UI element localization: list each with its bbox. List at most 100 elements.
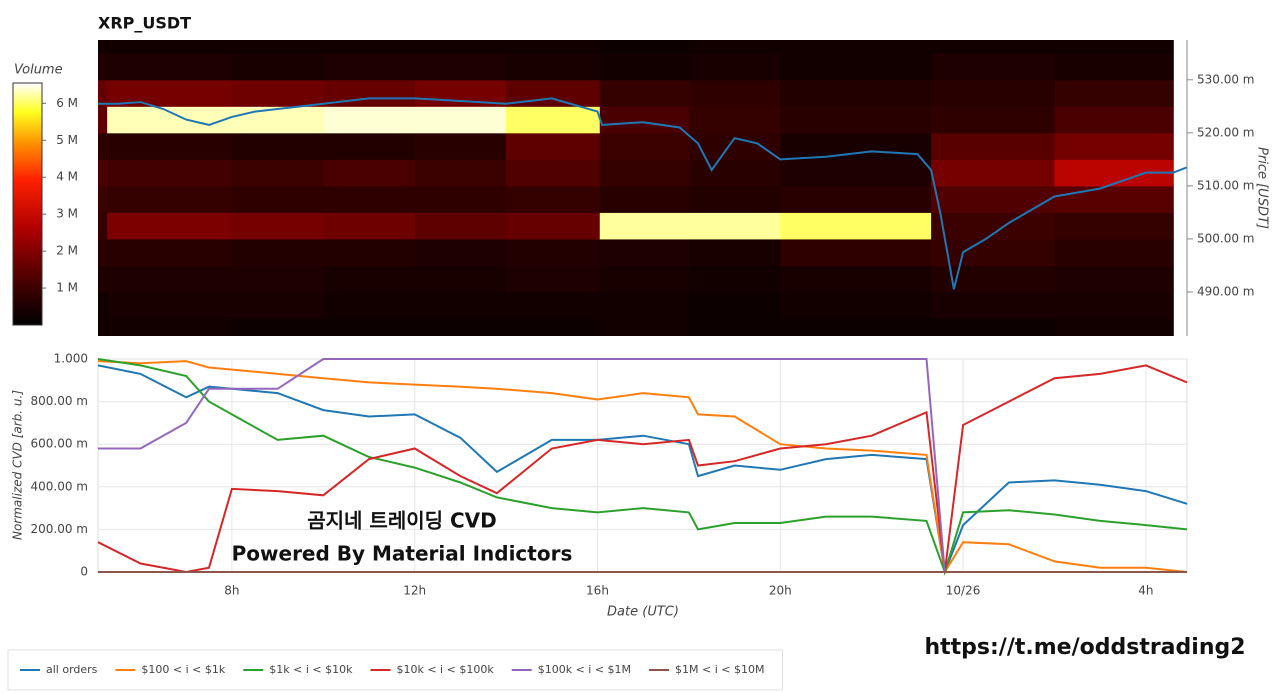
- heatmap-cell: [506, 212, 601, 240]
- heatmap-cell: [414, 106, 507, 134]
- y-axis-label: Normalized CVD [arb. u.]: [11, 390, 25, 540]
- heatmap-cell: [1054, 79, 1174, 107]
- heatmap-cell: [688, 132, 781, 160]
- heatmap-cell: [780, 40, 932, 54]
- heatmap-cell: [98, 185, 108, 213]
- heatmap-cell: [414, 291, 507, 319]
- y-tick-label: 530.00 m: [1197, 72, 1255, 86]
- heatmap-cell: [414, 159, 507, 187]
- x-tick-label: 12h: [403, 584, 426, 598]
- y-tick-label: 600.00 m: [31, 437, 89, 451]
- heatmap-cell: [98, 132, 108, 160]
- heatmap-cell: [1054, 106, 1174, 134]
- heatmap-cell: [931, 106, 1055, 134]
- cvd-line: [97, 364, 1188, 576]
- heatmap-cell: [780, 265, 932, 293]
- heatmap-cell: [98, 53, 108, 81]
- heatmap-cell: [107, 318, 233, 336]
- heatmap-cell: [414, 212, 507, 240]
- colorbar-tick-label: 4 M: [56, 170, 78, 184]
- heatmap-cell: [231, 318, 324, 336]
- heatmap-cell: [780, 212, 932, 240]
- heatmap-cell: [506, 132, 601, 160]
- legend-label: $1k < i < $10k: [269, 663, 353, 676]
- heatmap-cell: [599, 159, 690, 187]
- legend-label: $1M < i < $10M: [675, 663, 764, 676]
- x-tick-label: 16h: [586, 584, 609, 598]
- heatmap-cell: [599, 318, 690, 336]
- heatmap-cell: [107, 53, 233, 81]
- heatmap-cell: [506, 40, 601, 54]
- heatmap-cell: [599, 238, 690, 266]
- heatmap-cell: [688, 79, 781, 107]
- heatmap-cell: [688, 238, 781, 266]
- y-tick-label: 500.00 m: [1197, 231, 1255, 245]
- heatmap-cell: [780, 53, 932, 81]
- heatmap-cell: [107, 132, 233, 160]
- heatmap-cell: [599, 40, 690, 54]
- heatmap-cell: [1054, 132, 1174, 160]
- heatmap-cell: [931, 159, 1055, 187]
- heatmap-cell: [1054, 318, 1174, 336]
- heatmap-cell: [1054, 53, 1174, 81]
- cvd-line: [97, 360, 1188, 575]
- colorbar: [12, 82, 43, 326]
- x-tick-label: 10/26: [946, 584, 981, 598]
- y-tick-label: 490.00 m: [1197, 284, 1255, 298]
- heatmap-cell: [931, 212, 1055, 240]
- heatmap-cell: [599, 132, 690, 160]
- heatmap-cell: [107, 106, 233, 134]
- heatmap-cell: [98, 79, 108, 107]
- heatmap-cell: [780, 79, 932, 107]
- heatmap-cell: [931, 40, 1055, 54]
- cvd-line: [97, 358, 1188, 576]
- heatmap-cell: [98, 159, 108, 187]
- heatmap-cell: [323, 265, 416, 293]
- price-line: [98, 97, 1187, 290]
- heatmap-cell: [599, 53, 690, 81]
- heatmap-cell: [231, 185, 324, 213]
- heatmap-cell: [231, 291, 324, 319]
- heatmap-cell: [931, 79, 1055, 107]
- heatmap-cell: [98, 212, 108, 240]
- colorbar-tick-label: 1 M: [56, 281, 78, 295]
- y-tick-label: 510.00 m: [1197, 178, 1255, 192]
- heatmap-cell: [98, 265, 108, 293]
- heatmap-cell: [323, 132, 416, 160]
- legend-label: $10k < i < $100k: [396, 663, 494, 676]
- heatmap-cell: [414, 53, 507, 81]
- heatmap-cell: [231, 106, 324, 134]
- heatmap-cell: [231, 53, 324, 81]
- colorbar-tick-label: 3 M: [56, 207, 78, 221]
- heatmap-cell: [107, 40, 233, 54]
- heatmap-cell: [688, 106, 781, 134]
- heatmap-cell: [107, 238, 233, 266]
- heatmap-cell: [1054, 40, 1174, 54]
- heatmap-cell: [506, 159, 601, 187]
- heatmap-cell: [231, 238, 324, 266]
- heatmap-cell: [231, 79, 324, 107]
- heatmap-cell: [599, 106, 690, 134]
- heatmap-cell: [231, 132, 324, 160]
- heatmap-cell: [1054, 212, 1174, 240]
- heatmap-cell: [107, 159, 233, 187]
- heatmap-cell: [599, 185, 690, 213]
- heatmap-cell: [599, 265, 690, 293]
- heatmap-cell: [780, 238, 932, 266]
- heatmap-cell: [414, 318, 507, 336]
- watermark-text: 곰지네 트레이딩 CVD: [307, 509, 496, 533]
- heatmap-cell: [780, 318, 932, 336]
- heatmap-cell: [688, 212, 781, 240]
- caption: https://t.me/oddstrading2: [924, 635, 1245, 660]
- heatmap-cell: [506, 106, 601, 134]
- y-tick-label: 520.00 m: [1197, 125, 1255, 139]
- y-tick-label: 200.00 m: [31, 522, 89, 536]
- heatmap-cell: [98, 106, 108, 134]
- heatmap-cell: [1054, 291, 1174, 319]
- y-tick-label: 400.00 m: [31, 479, 89, 493]
- legend-label: $100 < i < $1k: [141, 663, 225, 676]
- heatmap-cell: [1054, 185, 1174, 213]
- heatmap-cell: [231, 159, 324, 187]
- heatmap-cell: [323, 318, 416, 336]
